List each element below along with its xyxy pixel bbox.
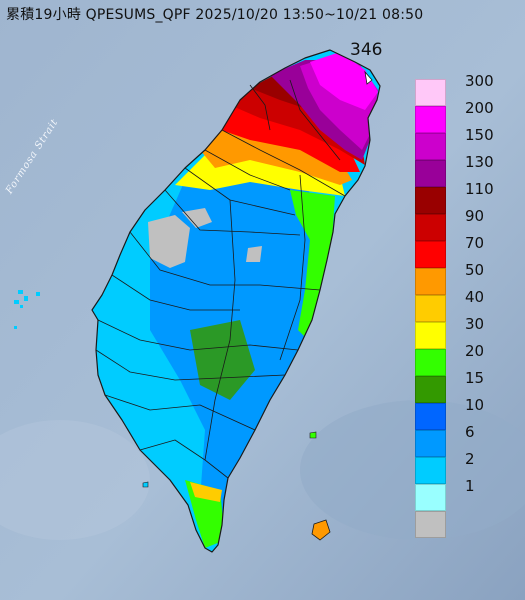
legend-row: 110 (415, 180, 515, 214)
legend-swatch (415, 430, 446, 457)
legend-value: 300 (465, 72, 494, 90)
legend-swatch (415, 160, 446, 187)
color-legend: 300 200 150 130 110 90 70 50 40 30 20 15 10 6 2 1 (415, 72, 515, 538)
legend-swatch (415, 457, 446, 484)
rain-zone-70mm (215, 95, 360, 172)
green-island (309, 431, 317, 439)
rain-zone-90mm (230, 80, 365, 165)
legend-row: 15 (415, 369, 515, 403)
rain-zone-20mm (290, 190, 335, 340)
rain-zone-40mm-south (190, 482, 222, 502)
legend-value: 2 (465, 450, 475, 468)
penghu-islands (14, 290, 40, 329)
legend-swatch (415, 268, 446, 295)
legend-row: 300 (415, 72, 515, 106)
legend-row: 70 (415, 234, 515, 268)
legend-swatch (415, 511, 446, 538)
legend-swatch (415, 484, 446, 511)
no-data-area (246, 246, 262, 262)
rain-zone-50mm (200, 120, 352, 185)
rain-zone-15mm (190, 320, 255, 400)
legend-row (415, 511, 515, 538)
legend-swatch (415, 241, 446, 268)
legend-swatch (415, 322, 446, 349)
legend-swatch (415, 349, 446, 376)
legend-row: 50 (415, 261, 515, 295)
legend-value: 130 (465, 153, 494, 171)
legend-row: 200 (415, 99, 515, 133)
legend-row: 30 (415, 315, 515, 349)
legend-value: 200 (465, 99, 494, 117)
legend-value: 1 (465, 477, 475, 495)
max-value-label: 346 (350, 40, 383, 60)
legend-value: 6 (465, 423, 475, 441)
legend-swatch (415, 106, 446, 133)
xiaoliuqiu-island (142, 481, 149, 488)
max-marker (364, 70, 373, 85)
legend-swatch (415, 214, 446, 241)
legend-value: 70 (465, 234, 485, 252)
legend-row: 1 (415, 477, 515, 511)
legend-row: 150 (415, 126, 515, 160)
legend-value: 20 (465, 342, 485, 360)
legend-swatch (415, 295, 446, 322)
legend-swatch (415, 376, 446, 403)
orchid-island (311, 519, 331, 541)
legend-value: 15 (465, 369, 485, 387)
legend-row: 130 (415, 153, 515, 187)
legend-row: 2 (415, 450, 515, 484)
legend-row: 10 (415, 396, 515, 430)
legend-value: 10 (465, 396, 485, 414)
no-data-area (148, 215, 190, 268)
legend-swatch (415, 187, 446, 214)
legend-value: 50 (465, 261, 485, 279)
legend-value: 150 (465, 126, 494, 144)
legend-swatch (415, 133, 446, 160)
no-data-area (182, 208, 212, 228)
map-title: 累積19小時 QPESUMS_QPF 2025/10/20 13:50~10/2… (6, 7, 424, 23)
legend-row: 20 (415, 342, 515, 376)
legend-swatch (415, 403, 446, 430)
sea-ridge (0, 420, 150, 540)
legend-row: 40 (415, 288, 515, 322)
rain-zone-200mm (310, 52, 378, 110)
legend-row: 6 (415, 423, 515, 457)
legend-swatch (415, 79, 446, 106)
legend-row: 90 (415, 207, 515, 241)
legend-value: 40 (465, 288, 485, 306)
county-boundaries (91, 49, 381, 553)
legend-value: 90 (465, 207, 485, 225)
legend-value: 30 (465, 315, 485, 333)
legend-value: 110 (465, 180, 494, 198)
sea-ridge (300, 400, 525, 540)
